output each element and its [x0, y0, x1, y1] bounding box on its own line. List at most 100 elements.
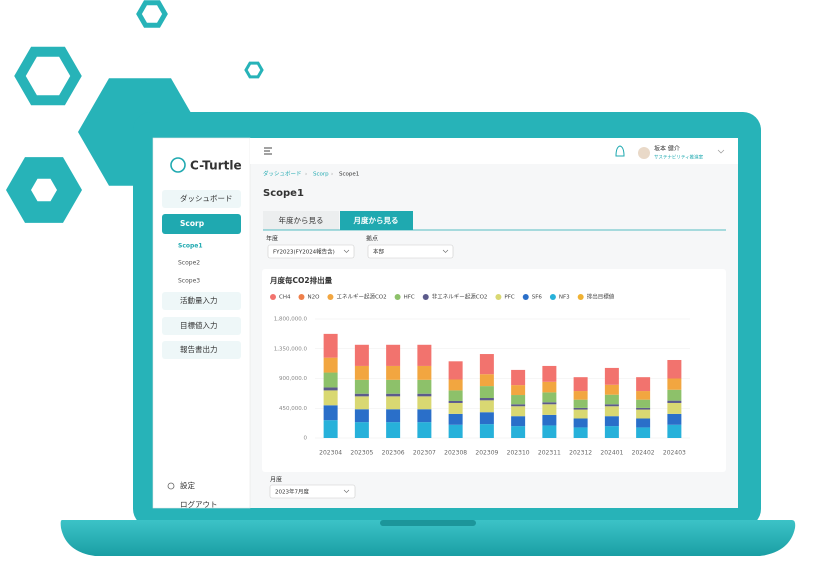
bar-segment: [667, 359, 682, 379]
legend-label: HFC: [404, 295, 415, 301]
legend-swatch: [422, 294, 429, 300]
legend-swatch: [577, 294, 584, 300]
bar-segment: [604, 394, 619, 405]
select[interactable]: [267, 244, 355, 259]
bar-segment: [448, 424, 463, 438]
select-value[interactable]: 2023年7月度: [275, 488, 309, 496]
bar-segment: [448, 402, 463, 414]
breadcrumb[interactable]: ダッシュボード: [263, 170, 302, 178]
x-tick-label: 202311: [538, 450, 561, 457]
bar-segment: [323, 420, 338, 438]
legend-label: N2O: [307, 295, 320, 301]
bar-segment: [417, 393, 432, 397]
bar-segment: [323, 405, 338, 421]
bar-segment: [542, 392, 557, 403]
bar-segment: [448, 390, 463, 401]
bar-segment: [542, 381, 557, 393]
tab-active[interactable]: [340, 211, 413, 230]
breadcrumb[interactable]: Scorp: [313, 172, 329, 178]
bar-segment: [479, 400, 494, 413]
legend-swatch: [495, 294, 502, 300]
bar-segment: [386, 393, 401, 397]
submenu-item[interactable]: Scope1: [178, 243, 203, 250]
bar-segment: [354, 396, 369, 410]
menu-item[interactable]: Scorp: [180, 219, 205, 228]
bar-segment: [417, 409, 432, 423]
legend-swatch: [394, 294, 401, 300]
tab-label[interactable]: 年度から見る: [279, 215, 324, 225]
menu-item-bg[interactable]: [162, 317, 241, 335]
filter-label: 月度: [270, 476, 282, 484]
chart: 0 450,000.0 900,000.0 1,350,000.0 1,800,000.…: [270, 293, 690, 457]
bar-segment: [636, 391, 651, 400]
bar-segment: [636, 407, 651, 410]
select-value[interactable]: 本部: [373, 248, 385, 256]
user-role: サステナビリティ推進室: [654, 154, 704, 161]
bar-segment: [604, 406, 619, 417]
bar-segment: [604, 404, 619, 407]
filter-label: 拠点: [366, 235, 378, 243]
menu-item-bg[interactable]: [162, 341, 241, 359]
bar-segment: [511, 426, 526, 438]
bar-segment: [511, 369, 526, 386]
menu-toggle[interactable]: [264, 147, 272, 155]
menu-item-bg[interactable]: [162, 292, 241, 310]
select[interactable]: [269, 484, 356, 499]
legend-label: CH4: [279, 295, 291, 301]
bar-segment: [417, 422, 432, 438]
x-tick-label: 202306: [382, 450, 405, 457]
bar-segment: [386, 365, 401, 380]
bar-segment: [448, 400, 463, 403]
bar-segment: [479, 398, 494, 401]
laptop-notch: [380, 520, 476, 526]
bar-segment: [542, 425, 557, 438]
bar-segment: [354, 409, 369, 423]
bar-segment: [511, 385, 526, 396]
bar-segment: [542, 404, 557, 415]
submenu-item[interactable]: Scope3: [178, 278, 200, 285]
menu-item[interactable]: 目標値入力: [180, 320, 218, 330]
menu-item-bg[interactable]: [162, 190, 241, 208]
bar-segment: [354, 379, 369, 394]
filter-label: 年度: [266, 235, 278, 243]
bar-segment: [636, 377, 651, 392]
bell-icon[interactable]: [615, 145, 625, 157]
bar-segment: [667, 378, 682, 390]
bar-segment: [354, 393, 369, 397]
bar-segment: [323, 390, 338, 406]
logo: C-Turtle: [190, 159, 242, 173]
bar-segment: [479, 412, 494, 425]
legend-swatch: [549, 294, 556, 300]
tab[interactable]: [263, 211, 339, 230]
bar-segment: [573, 418, 588, 428]
bar-segment: [448, 361, 463, 380]
menu-item[interactable]: 活動量入力: [180, 295, 218, 305]
bar-segment: [667, 424, 682, 438]
bar-segment: [354, 365, 369, 380]
bar-segment: [542, 365, 557, 382]
bar-segment: [542, 414, 557, 426]
bar-segment: [573, 399, 588, 408]
submenu-item[interactable]: Scope2: [178, 260, 200, 267]
tab-label[interactable]: 月度から見る: [353, 215, 399, 225]
bar-segment: [573, 377, 588, 392]
bar-segment: [604, 426, 619, 438]
user-menu-caret[interactable]: [717, 149, 725, 154]
svg-text:›: ›: [331, 172, 333, 178]
menu-item[interactable]: 設定: [180, 480, 195, 490]
bar-segment: [386, 422, 401, 438]
bar-segment: [667, 402, 682, 414]
select-value[interactable]: FY2023(FY2024報告含): [273, 248, 335, 256]
menu-item-active-bg[interactable]: [162, 214, 241, 234]
menu-item[interactable]: ログアウト: [180, 499, 218, 509]
bar-segment: [604, 416, 619, 427]
bar-segment: [511, 406, 526, 417]
bar-segment: [354, 344, 369, 366]
x-tick-label: 202305: [350, 450, 373, 457]
bar-segment: [636, 399, 651, 408]
select[interactable]: [367, 244, 454, 259]
x-tick-label: 202307: [413, 450, 436, 457]
menu-item[interactable]: ダッシュボード: [180, 193, 233, 203]
y-tick-label: 450,000.0: [279, 406, 307, 412]
menu-item[interactable]: 報告書出力: [180, 344, 218, 354]
